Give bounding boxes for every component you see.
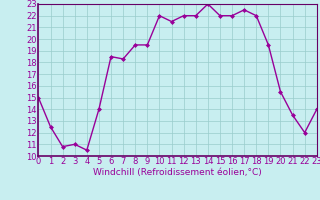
- X-axis label: Windchill (Refroidissement éolien,°C): Windchill (Refroidissement éolien,°C): [93, 168, 262, 177]
